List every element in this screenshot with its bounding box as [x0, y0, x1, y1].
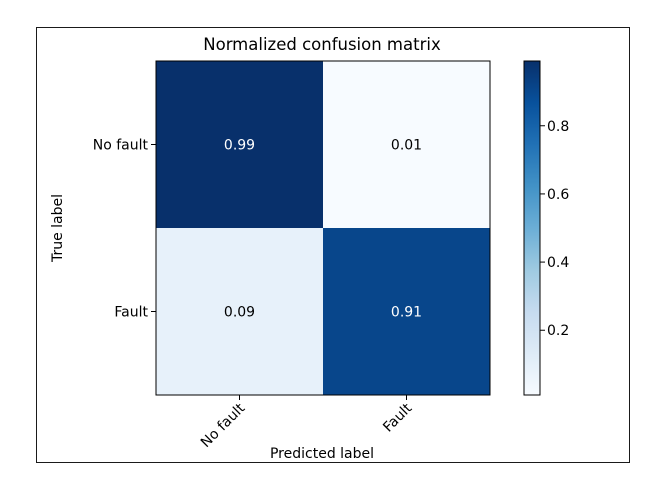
y-axis-label: True label	[50, 194, 66, 263]
plot-border	[155, 60, 491, 396]
colorbar-tick-label: 0.4	[547, 255, 569, 271]
colorbar	[523, 60, 541, 396]
heatmap-cell	[156, 228, 323, 395]
colorbar-ticks: 0.2 0.4 0.6 0.8	[540, 119, 569, 339]
cell-value-label: 0.91	[391, 305, 422, 321]
colorbar-tick-label: 0.6	[547, 187, 569, 203]
heatmap-cell	[323, 228, 490, 395]
x-tick-label: Fault	[380, 400, 415, 435]
y-axis-ticks: No fault Fault	[93, 138, 156, 321]
cell-value-label: 0.09	[224, 305, 255, 321]
heatmap-cells: 0.99 0.01 0.09 0.91	[156, 61, 490, 395]
cell-value-label: 0.01	[391, 138, 422, 154]
y-tick-label: No fault	[93, 138, 149, 154]
x-tick-label: No fault	[198, 400, 249, 451]
colorbar-tick-label: 0.2	[547, 323, 569, 339]
colorbar-tick-label: 0.8	[547, 119, 569, 135]
heatmap-cell	[323, 61, 490, 228]
heatmap-cell	[156, 61, 323, 228]
y-tick-label: Fault	[114, 305, 148, 321]
x-axis-label: Predicted label	[270, 446, 374, 462]
chart-title: Normalized confusion matrix	[203, 35, 441, 54]
x-axis-ticks: No fault Fault	[198, 395, 416, 451]
cell-value-label: 0.99	[224, 138, 255, 154]
